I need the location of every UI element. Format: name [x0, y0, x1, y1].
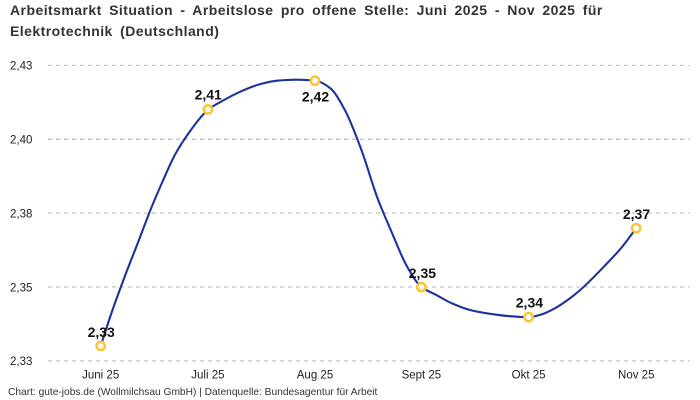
svg-text:2,33: 2,33: [10, 356, 32, 368]
svg-text:Juli 25: Juli 25: [191, 370, 224, 382]
svg-text:2,40: 2,40: [10, 135, 32, 147]
svg-text:2,33: 2,33: [88, 324, 115, 340]
svg-text:2,42: 2,42: [302, 88, 329, 104]
svg-text:Nov 25: Nov 25: [618, 370, 654, 382]
svg-text:Okt 25: Okt 25: [512, 370, 546, 382]
svg-text:Chart: gute-jobs.de (Wollmilch: Chart: gute-jobs.de (Wollmilchsau GmbH) …: [8, 387, 378, 398]
svg-text:2,35: 2,35: [409, 265, 436, 281]
svg-text:2,43: 2,43: [10, 61, 32, 73]
svg-text:Juni 25: Juni 25: [82, 370, 119, 382]
svg-text:2,41: 2,41: [195, 87, 222, 103]
svg-text:2,38: 2,38: [10, 208, 32, 220]
svg-text:2,34: 2,34: [516, 295, 543, 311]
svg-text:Aug 25: Aug 25: [297, 370, 333, 382]
svg-text:Sept 25: Sept 25: [402, 370, 442, 382]
svg-text:2,37: 2,37: [623, 206, 650, 222]
svg-text:2,35: 2,35: [10, 282, 32, 294]
